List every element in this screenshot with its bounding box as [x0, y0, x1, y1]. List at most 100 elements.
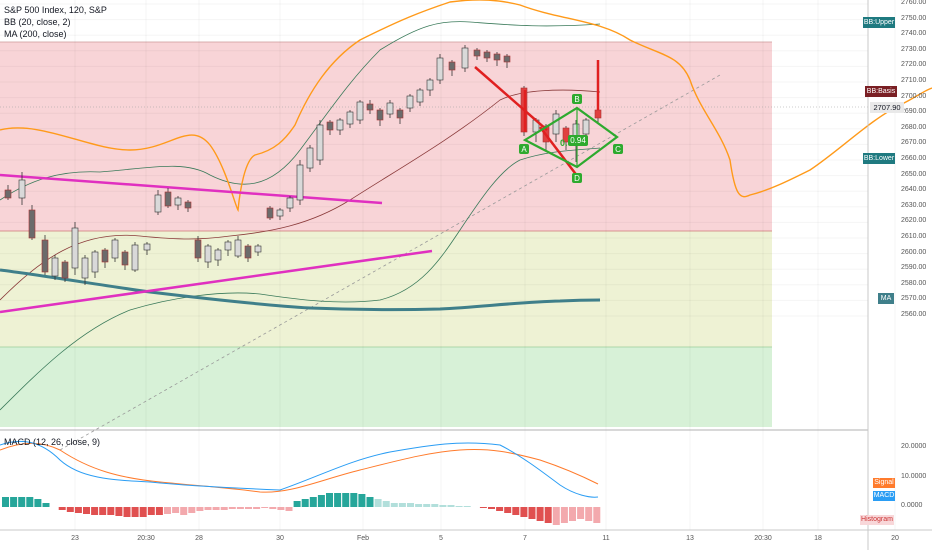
- svg-text:D: D: [574, 174, 580, 183]
- histogram-bar: [115, 507, 123, 516]
- candle-body: [406, 95, 414, 109]
- candle-body: [376, 109, 384, 121]
- candle-body: [473, 49, 481, 57]
- point-b-label: B: [572, 94, 582, 104]
- histogram-bar: [253, 507, 261, 509]
- candle-body: [276, 209, 284, 217]
- candle-body: [346, 111, 354, 125]
- histogram-bar: [309, 497, 317, 507]
- candle-body: [356, 101, 364, 121]
- candle-body: [164, 191, 172, 207]
- histogram-bar: [577, 507, 585, 519]
- ma-badge: MA: [878, 293, 894, 304]
- candle-body: [28, 209, 36, 239]
- price-tick-label: 2610.00: [901, 233, 927, 240]
- bb-indicator-label[interactable]: BB (20, close, 2): [4, 17, 71, 27]
- histogram-bar: [512, 507, 520, 515]
- histogram-bar: [479, 507, 487, 508]
- candle-body: [154, 194, 162, 213]
- symbol-title[interactable]: S&P 500 Index, 120, S&P: [4, 5, 107, 15]
- price-tick-label: 2600.00: [901, 248, 927, 256]
- candle-body: [4, 189, 12, 199]
- histogram-bar: [560, 507, 568, 523]
- histogram-bar: [390, 503, 398, 507]
- candle-body: [386, 102, 394, 115]
- time-tick-label: 28: [195, 535, 203, 542]
- candle-body: [461, 47, 469, 69]
- histogram-bar: [228, 507, 236, 509]
- time-tick-label: Feb: [356, 535, 370, 542]
- histogram-bar: [261, 507, 269, 508]
- time-tick-label: 7: [523, 535, 527, 542]
- price-tick-label: 2710.00: [901, 77, 927, 84]
- point-a-label: A: [519, 144, 529, 154]
- histogram-bar: [398, 503, 406, 507]
- candles: [4, 45, 602, 285]
- candle-body: [143, 243, 151, 251]
- bb-basis-line: [0, 89, 601, 301]
- histogram-bar: [496, 507, 504, 511]
- macd-indicator-label[interactable]: MACD (12, 26, close, 9): [4, 437, 101, 447]
- histogram-bar: [285, 507, 293, 511]
- histogram-bar: [131, 507, 139, 517]
- candle-body: [254, 245, 262, 253]
- candle-body: [18, 179, 26, 199]
- lower-magenta-trendline: [0, 249, 433, 314]
- ratio-badge: 0.94: [568, 135, 588, 146]
- candle-body: [71, 227, 79, 269]
- candle-body: [111, 239, 119, 259]
- candle-body: [436, 57, 444, 81]
- price-tick-label: 2630.00: [901, 201, 927, 209]
- candle-body: [214, 249, 222, 261]
- macd-tick-label: 10.0000: [901, 473, 927, 480]
- price-tick-label: 2580.00: [901, 279, 927, 287]
- candle-body: [266, 207, 274, 219]
- bb-upper-badge: BB:Upper: [863, 17, 895, 28]
- bb-orange-band: [0, 0, 932, 213]
- price-tick-label: 2690.00: [901, 108, 927, 116]
- price-tick-label: 2740.00: [901, 30, 927, 38]
- histogram-bar: [147, 507, 155, 515]
- svg-text:B: B: [574, 95, 579, 104]
- histogram-bar: [74, 507, 82, 513]
- price-tick-label: 2750.00: [901, 14, 927, 22]
- histogram-bar: [593, 507, 601, 523]
- bb-upper-inner: [0, 21, 601, 201]
- candle-body: [306, 147, 314, 169]
- histogram-bar: [358, 494, 366, 507]
- histogram-bar: [34, 499, 42, 507]
- histogram-bar: [447, 505, 455, 507]
- histogram-bar: [58, 507, 66, 510]
- bb-lower-inner: [0, 147, 601, 411]
- candle-body: [503, 55, 511, 63]
- candle-body: [91, 251, 99, 273]
- price-axis[interactable]: 2760.00 2750.00 2740.00 2730.00 2720.00 2710.…: [869, 0, 932, 530]
- histogram-bar: [415, 504, 423, 507]
- time-tick-label: 20:30: [137, 535, 155, 542]
- current-price-badge: 2707.90: [870, 102, 904, 113]
- histogram-bar: [552, 507, 560, 525]
- red-zone: [0, 42, 772, 231]
- candle-body: [101, 249, 109, 263]
- time-axis[interactable]: 23 20:30 28 30 Feb 5 7 11 13 20:30 18 20: [0, 531, 899, 550]
- price-tick-label: 2560.00: [901, 311, 927, 318]
- candle-body: [483, 51, 491, 59]
- price-tick-label: 2620.00: [901, 217, 927, 225]
- histogram-bar: [99, 507, 107, 515]
- price-tick-label: 2590.00: [901, 264, 927, 272]
- candle-body: [184, 201, 192, 209]
- histogram-bar: [463, 506, 471, 507]
- price-tick-label: 2670.00: [901, 139, 927, 147]
- candle-body: [336, 119, 344, 131]
- histogram-bar: [220, 507, 228, 510]
- macd-tick-label: 0.0000: [901, 502, 923, 509]
- ma-indicator-label[interactable]: MA (200, close): [4, 29, 67, 39]
- histogram-bar: [18, 497, 26, 507]
- candle-body: [204, 245, 212, 263]
- histogram-bar: [366, 497, 374, 507]
- histogram-bar: [423, 504, 431, 507]
- macd-axis[interactable]: 20.0000 10.0000 0.0000: [869, 430, 932, 530]
- price-tick-label: 2570.00: [901, 295, 927, 303]
